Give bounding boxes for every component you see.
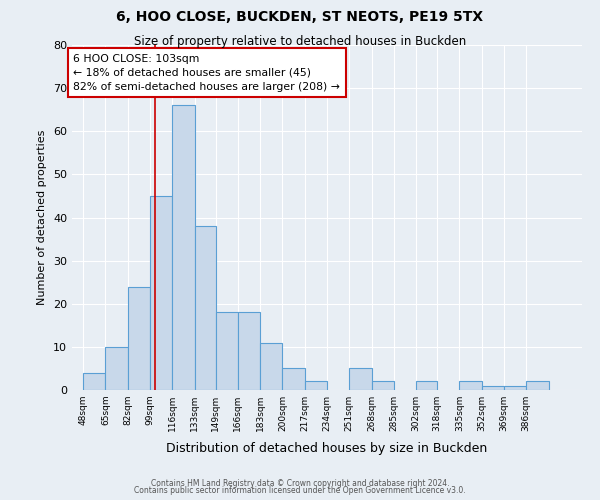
- Bar: [305, 382, 327, 390]
- Bar: [150, 196, 172, 390]
- Bar: [106, 347, 128, 390]
- Bar: [460, 382, 482, 390]
- Text: Size of property relative to detached houses in Buckden: Size of property relative to detached ho…: [134, 35, 466, 48]
- Bar: [128, 286, 150, 390]
- Bar: [526, 382, 548, 390]
- Bar: [349, 368, 371, 390]
- Bar: [83, 373, 106, 390]
- Bar: [238, 312, 260, 390]
- Text: Contains HM Land Registry data © Crown copyright and database right 2024.: Contains HM Land Registry data © Crown c…: [151, 478, 449, 488]
- Bar: [504, 386, 526, 390]
- Text: 6, HOO CLOSE, BUCKDEN, ST NEOTS, PE19 5TX: 6, HOO CLOSE, BUCKDEN, ST NEOTS, PE19 5T…: [116, 10, 484, 24]
- X-axis label: Distribution of detached houses by size in Buckden: Distribution of detached houses by size …: [166, 442, 488, 456]
- Bar: [283, 368, 305, 390]
- Bar: [416, 382, 437, 390]
- Text: Contains public sector information licensed under the Open Government Licence v3: Contains public sector information licen…: [134, 486, 466, 495]
- Bar: [194, 226, 215, 390]
- Bar: [371, 382, 394, 390]
- Bar: [260, 342, 283, 390]
- Bar: [172, 106, 194, 390]
- Bar: [482, 386, 504, 390]
- Y-axis label: Number of detached properties: Number of detached properties: [37, 130, 47, 305]
- Text: 6 HOO CLOSE: 103sqm
← 18% of detached houses are smaller (45)
82% of semi-detach: 6 HOO CLOSE: 103sqm ← 18% of detached ho…: [73, 54, 340, 92]
- Bar: [215, 312, 238, 390]
